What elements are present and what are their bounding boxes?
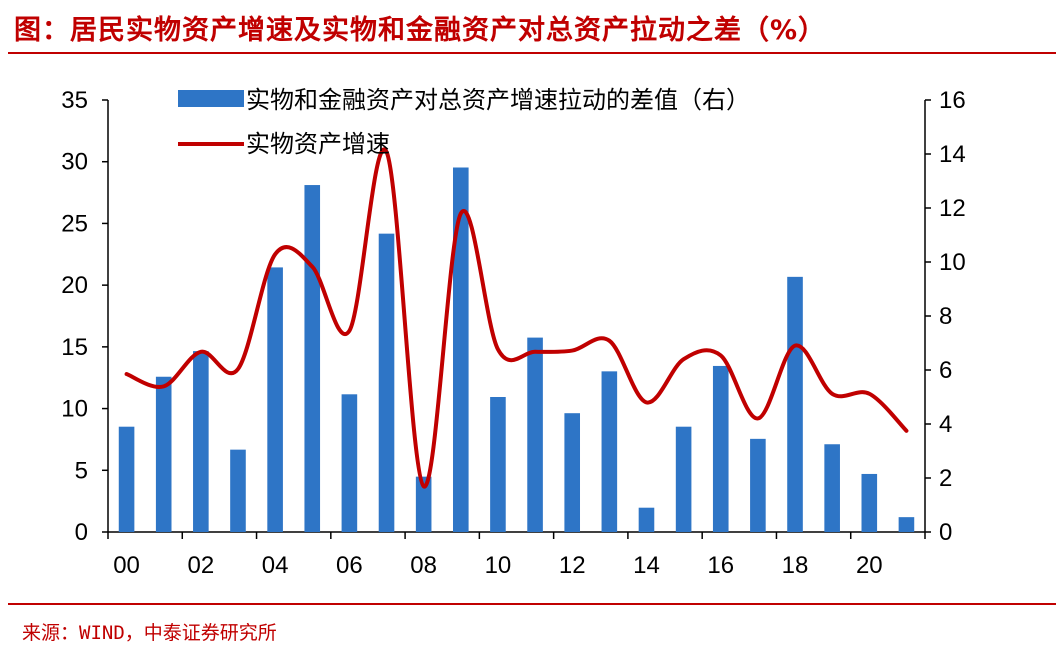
bar	[712, 365, 729, 532]
legend-bar-swatch	[178, 90, 244, 107]
y-right-tick-label: 14	[939, 141, 966, 168]
x-tick-label: 20	[856, 552, 883, 579]
bar	[118, 426, 135, 532]
bar	[193, 351, 209, 532]
bar	[898, 517, 915, 532]
source-note: 来源：WIND，中泰证券研究所	[22, 622, 277, 644]
x-tick-label: 04	[262, 552, 289, 579]
x-tick-label: 08	[410, 552, 437, 579]
bar	[155, 376, 172, 532]
line-series-group	[124, 147, 909, 489]
y-left-tick-label: 0	[75, 519, 88, 546]
y-left-tick-label: 35	[61, 87, 88, 114]
y-left-tick-label: 30	[61, 149, 88, 176]
y-left-tick-label: 10	[61, 396, 88, 423]
bar	[304, 185, 321, 533]
y-right-tick-label: 6	[939, 357, 952, 384]
bar	[601, 371, 618, 532]
y-left-tick-label: 5	[75, 457, 88, 484]
y-left-tick-label: 25	[61, 210, 88, 237]
y-right-tick-label: 8	[939, 303, 952, 330]
y-right-tick-label: 0	[939, 519, 952, 546]
y-right-tick-label: 12	[939, 195, 966, 222]
bar	[378, 233, 395, 532]
y-right-tick-label: 2	[939, 465, 952, 492]
y-right-tick-label: 16	[939, 87, 966, 114]
bar	[415, 476, 432, 532]
x-tick-label: 10	[485, 552, 512, 579]
x-tick-label: 18	[782, 552, 809, 579]
y-right-tick-label: 4	[939, 411, 952, 438]
bar	[638, 507, 655, 532]
chart-title: 图：居民实物资产增速及实物和金融资产对总资产拉动之差（%）	[14, 15, 827, 46]
x-tick-label: 12	[559, 552, 586, 579]
x-tick-label: 14	[633, 552, 660, 579]
bar-series-group	[118, 167, 915, 533]
legend: 实物和金融资产对总资产增速拉动的差值（右） 实物资产增速	[178, 86, 750, 158]
x-tick-label: 06	[336, 552, 363, 579]
bar	[490, 397, 506, 532]
bar	[824, 444, 840, 532]
legend-line-label: 实物资产增速	[246, 130, 390, 158]
bar	[787, 276, 803, 532]
bar	[452, 167, 469, 532]
bar	[861, 473, 878, 532]
bar	[527, 337, 543, 532]
y-left-tick-label: 20	[61, 272, 88, 299]
bar	[564, 413, 581, 532]
x-tick-label: 16	[707, 552, 734, 579]
bar	[750, 438, 766, 532]
y-left-tick-label: 15	[61, 334, 88, 361]
bar	[267, 267, 283, 532]
bar	[341, 394, 358, 532]
x-tick-label: 00	[113, 552, 140, 579]
legend-bar-label: 实物和金融资产对总资产增速拉动的差值（右）	[246, 86, 750, 114]
footer-divider	[8, 603, 1056, 605]
bar	[230, 449, 246, 532]
title-divider	[8, 52, 1056, 54]
bar	[675, 426, 692, 532]
y-right-tick-label: 10	[939, 249, 966, 276]
x-tick-label: 02	[187, 552, 214, 579]
